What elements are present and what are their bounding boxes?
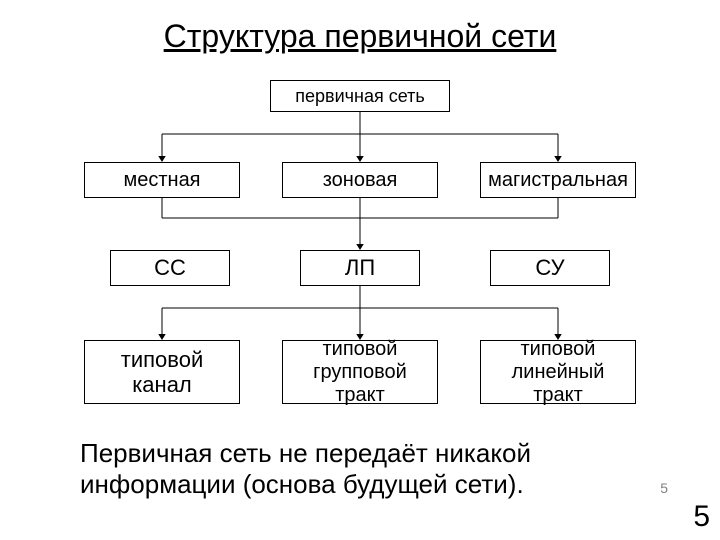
page-number-outer: 5	[693, 500, 710, 534]
page-number-inner: 5	[660, 480, 668, 496]
slide-caption: Первичная сеть не передаёт никакой инфор…	[80, 438, 640, 500]
slide: Структура первичной сети первичная сеть …	[0, 0, 720, 540]
